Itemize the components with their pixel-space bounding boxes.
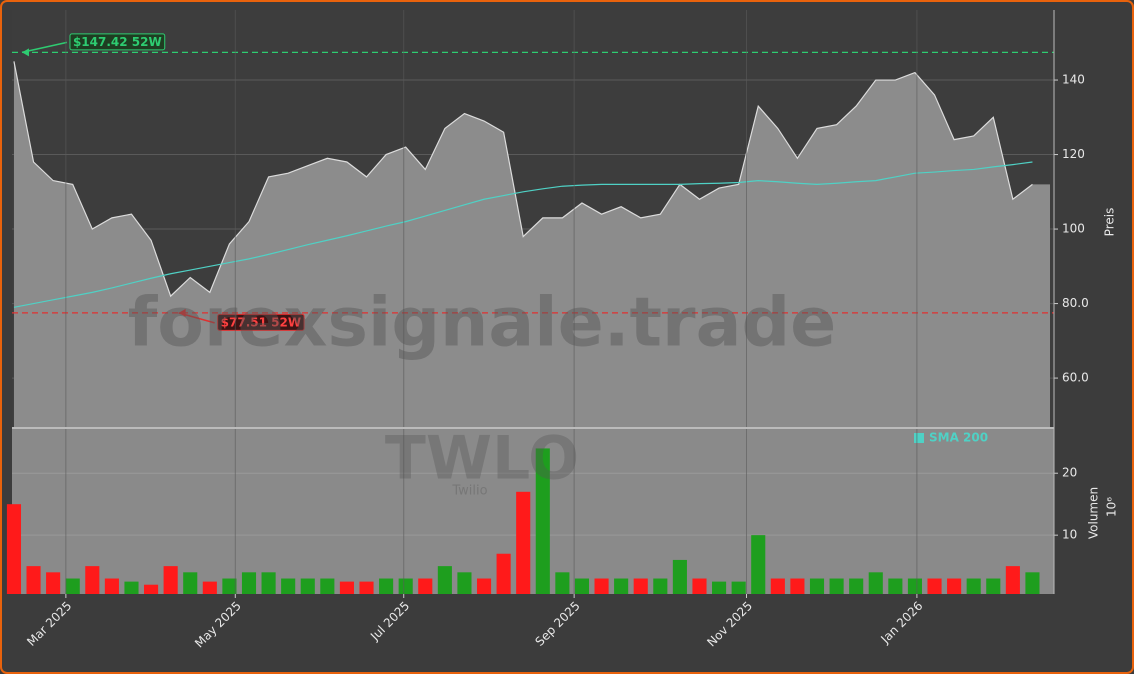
legend-label: SMA 200	[929, 431, 988, 445]
volume-bar	[379, 578, 394, 594]
annotation-box	[217, 313, 305, 331]
price-line	[13, 61, 1033, 298]
volume-bar	[163, 566, 178, 594]
y-axis-label: Preis	[1103, 208, 1117, 237]
annotation-arrow	[21, 41, 68, 54]
volume-bar	[809, 578, 825, 594]
volume-bar	[496, 553, 511, 594]
volume-bar	[633, 578, 648, 594]
volume-bar	[46, 572, 61, 594]
volume-panel	[12, 428, 1054, 594]
volume-bar	[1025, 572, 1040, 594]
y-tick-label: 100	[1062, 222, 1085, 236]
volume-bar	[85, 566, 100, 594]
volume-bar	[1005, 566, 1020, 594]
volume-bar	[986, 578, 1001, 594]
symbol-watermark: TWLO	[385, 424, 579, 494]
volume-bar	[672, 559, 687, 594]
volume-bar	[457, 572, 472, 594]
y-tick-label: 10	[1062, 528, 1077, 542]
volume-bar	[653, 578, 668, 594]
volume-bar	[574, 578, 590, 594]
watermark: forexsignale.trade	[128, 284, 837, 363]
y-tick-label: 80.0	[1062, 296, 1089, 310]
annotation-box	[69, 33, 166, 51]
y-tick-label: 60.0	[1062, 371, 1089, 385]
volume-bar	[927, 578, 942, 594]
volume-bar	[751, 535, 766, 594]
volume-bar	[692, 578, 707, 594]
volume-bar	[359, 581, 374, 594]
volume-bar	[907, 578, 922, 594]
volume-bar	[868, 572, 883, 594]
volume-bar	[6, 504, 22, 594]
volume-bar	[790, 578, 805, 594]
volume-bar	[594, 578, 609, 594]
volume-bar	[731, 581, 746, 594]
arrow-head	[21, 48, 29, 57]
volume-bar	[65, 578, 80, 594]
volume-bar	[281, 578, 296, 594]
volume-bar	[202, 581, 217, 594]
volume-bar	[241, 572, 257, 594]
volume-bar	[437, 566, 452, 594]
volume-bar	[614, 578, 629, 594]
y-tick-label: 140	[1062, 73, 1085, 87]
volume-bar	[124, 581, 139, 594]
volume-bar	[300, 578, 315, 594]
volume-bar	[966, 578, 981, 594]
annotation-label: $147.42 52W	[73, 35, 162, 49]
volume-bar	[947, 578, 962, 594]
volume-bar	[222, 578, 237, 594]
legend-swatch	[914, 433, 924, 443]
volume-bar	[398, 578, 413, 594]
volume-bar	[104, 578, 119, 594]
volume-bar	[26, 566, 41, 594]
sma-line	[13, 161, 1033, 308]
volume-scale-label: 10⁶	[1105, 497, 1119, 517]
volume-bar	[829, 578, 844, 594]
volume-bar	[320, 578, 335, 594]
volume-bar	[535, 448, 550, 594]
volume-bar	[418, 578, 433, 594]
volume-axis-label: Volumen	[1087, 487, 1101, 539]
volume-bar	[261, 572, 276, 594]
price-area	[13, 61, 1051, 428]
volume-bar	[770, 578, 785, 594]
volume-bar	[183, 572, 198, 594]
name-watermark: Twilio	[451, 484, 487, 499]
volume-bar	[555, 572, 570, 594]
volume-bar	[339, 581, 354, 594]
volume-bar	[849, 578, 864, 594]
annotation-label: $77.51 52W	[221, 315, 301, 329]
y-tick-label: 20	[1062, 466, 1077, 480]
volume-bar	[888, 578, 903, 594]
volume-bar	[516, 491, 531, 594]
volume-bar	[712, 581, 727, 594]
arrow-head	[178, 308, 186, 317]
y-tick-label: 120	[1062, 147, 1085, 161]
volume-bar	[476, 578, 492, 594]
volume-bar	[144, 584, 159, 594]
